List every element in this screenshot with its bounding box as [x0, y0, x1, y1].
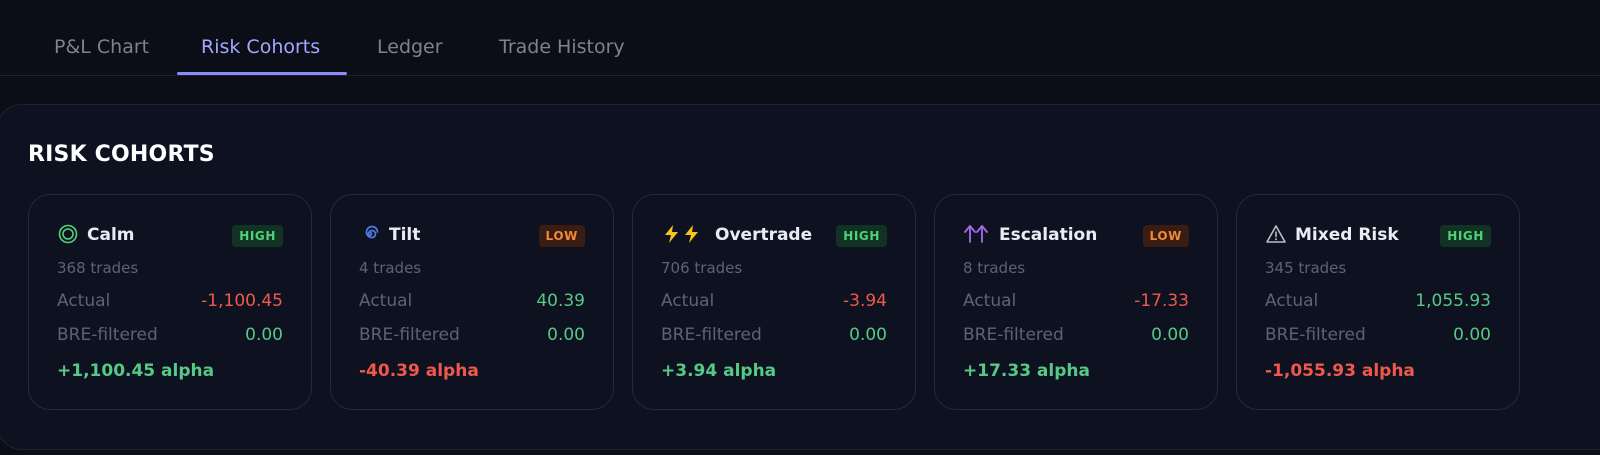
double-up-arrow-icon	[963, 223, 989, 245]
risk-badge: HIGH	[836, 225, 887, 247]
section-title: RISK COHORTS	[28, 142, 215, 167]
cohort-card-tilt[interactable]: Tilt LOW 4 trades Actual 40.39 BRE-filte…	[330, 194, 614, 410]
actual-label: Actual	[57, 291, 111, 311]
tab-ledger[interactable]: Ledger	[377, 36, 443, 58]
trade-count: 8 trades	[963, 259, 1026, 277]
target-circle-icon	[57, 223, 79, 245]
filtered-value: 0.00	[245, 325, 283, 345]
tab-risk-cohorts[interactable]: Risk Cohorts	[201, 36, 321, 58]
trade-count: 4 trades	[359, 259, 422, 277]
double-lightning-icon	[661, 223, 703, 245]
cohort-name: Mixed Risk	[1295, 225, 1399, 245]
risk-badge: HIGH	[232, 225, 283, 247]
cohort-name: Overtrade	[715, 225, 813, 245]
tab-pnl-chart[interactable]: P&L Chart	[54, 36, 150, 58]
cohort-card-mixed-risk[interactable]: Mixed Risk HIGH 345 trades Actual 1,055.…	[1236, 194, 1520, 410]
filtered-value: 0.00	[1453, 325, 1491, 345]
alpha-value: -1,055.93 alpha	[1265, 361, 1415, 381]
cohort-card-calm[interactable]: Calm HIGH 368 trades Actual -1,100.45 BR…	[28, 194, 312, 410]
actual-value: -3.94	[843, 291, 887, 311]
cohort-card-escalation[interactable]: Escalation LOW 8 trades Actual -17.33 BR…	[934, 194, 1218, 410]
actual-label: Actual	[661, 291, 715, 311]
filtered-value: 0.00	[547, 325, 585, 345]
risk-badge: LOW	[538, 225, 585, 247]
tab-trade-history[interactable]: Trade History	[499, 36, 625, 58]
warning-triangle-icon	[1265, 223, 1287, 245]
actual-label: Actual	[1265, 291, 1319, 311]
cohort-name: Escalation	[999, 225, 1098, 245]
risk-badge: HIGH	[1440, 225, 1491, 247]
alpha-value: +3.94 alpha	[661, 361, 777, 381]
alpha-value: +1,100.45 alpha	[57, 361, 215, 381]
filtered-label: BRE-filtered	[359, 325, 460, 345]
filtered-label: BRE-filtered	[963, 325, 1064, 345]
trade-count: 706 trades	[661, 259, 743, 277]
actual-value: -17.33	[1134, 291, 1189, 311]
actual-label: Actual	[359, 291, 413, 311]
cohort-card-overtrade[interactable]: Overtrade HIGH 706 trades Actual -3.94 B…	[632, 194, 916, 410]
filtered-label: BRE-filtered	[661, 325, 762, 345]
filtered-value: 0.00	[1151, 325, 1189, 345]
actual-value: -1,100.45	[201, 291, 283, 311]
risk-badge: LOW	[1142, 225, 1189, 247]
active-tab-indicator	[177, 72, 347, 75]
cohort-name: Tilt	[389, 225, 421, 245]
tab-bar: P&L Chart Risk Cohorts Ledger Trade Hist…	[0, 0, 1600, 76]
alpha-value: -40.39 alpha	[359, 361, 479, 381]
cyclone-icon	[359, 223, 381, 245]
trade-count: 368 trades	[57, 259, 139, 277]
actual-value: 1,055.93	[1415, 291, 1491, 311]
cohort-name: Calm	[87, 225, 135, 245]
actual-label: Actual	[963, 291, 1017, 311]
trade-count: 345 trades	[1265, 259, 1347, 277]
alpha-value: +17.33 alpha	[963, 361, 1090, 381]
actual-value: 40.39	[536, 291, 585, 311]
filtered-label: BRE-filtered	[57, 325, 158, 345]
filtered-value: 0.00	[849, 325, 887, 345]
filtered-label: BRE-filtered	[1265, 325, 1366, 345]
